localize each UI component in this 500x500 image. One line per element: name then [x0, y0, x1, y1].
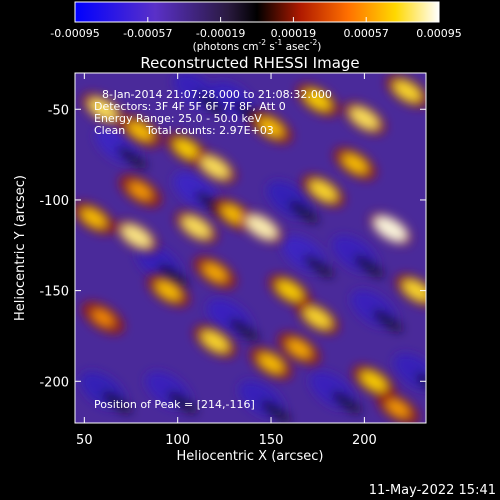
emission-core [374, 216, 407, 242]
peak-position-text: Position of Peak = [214,-116] [94, 398, 255, 411]
plot-border [74, 72, 427, 424]
dark-lane [195, 91, 226, 115]
emission-core [304, 307, 332, 329]
dark-lane [288, 200, 319, 224]
colorbar-tick-label: -0.00095 [50, 27, 99, 40]
emission-core [386, 400, 410, 417]
colorbar-tick-label: 0.00095 [416, 27, 462, 40]
y-tick-label: -200 [39, 375, 69, 390]
dark-lane [353, 254, 385, 278]
dark-lane [101, 390, 133, 414]
dark-lane [260, 399, 291, 423]
colorbar-gradient [74, 1, 440, 23]
dim-region [393, 353, 426, 392]
emission-core [182, 216, 211, 238]
annotation-block: 8-Jan-2014 21:07:28.000 to 21:08:32.000 … [94, 88, 332, 411]
dark-lane [372, 309, 403, 333]
y-tick-label: -150 [39, 285, 69, 300]
emission-core [203, 263, 227, 282]
emission-core [200, 156, 230, 179]
dark-lane [331, 390, 362, 414]
image-area [75, 73, 426, 423]
emission-core [403, 280, 426, 301]
emission-core [360, 371, 387, 392]
emission-core [258, 118, 284, 137]
emission-core [201, 331, 229, 352]
emission-core [81, 208, 106, 228]
dark-lane [116, 146, 148, 169]
clean-text: Clean [94, 124, 125, 137]
colorbar: -0.00095 -0.00057 -0.00019 0.00019 0.000… [50, 1, 462, 53]
emission-core [174, 139, 200, 160]
emission-core [128, 121, 153, 141]
dark-lane [303, 254, 334, 278]
detectors-text: Detectors: 3F 4F 5F 6F 7F 8F, Att 0 [94, 100, 286, 113]
dark-lane [157, 263, 189, 287]
dim-layer [80, 73, 426, 423]
colorbar-tick-label: 0.00057 [343, 27, 389, 40]
y-axis-label: Heliocentric Y (arcsec) [13, 175, 28, 321]
x-tick-label: 150 [259, 433, 284, 448]
y-tick-label: -50 [48, 103, 69, 118]
dark-lane [167, 390, 198, 414]
chart-title: Reconstructed RHESSI Image [140, 54, 359, 72]
bright-layer [75, 74, 426, 423]
x-tick-label: 200 [352, 433, 377, 448]
colorbar-tick-label: 0.00019 [271, 27, 317, 40]
y-tick-label: -100 [39, 194, 69, 209]
colorbar-tick-label: -0.00057 [123, 27, 172, 40]
emission-core [350, 107, 379, 130]
x-tick-label: 100 [165, 433, 190, 448]
energy-range-text: Energy Range: 25.0 - 50.0 keV [94, 112, 262, 125]
dark-lane [228, 318, 260, 342]
emission-core [258, 353, 284, 373]
emission-core [121, 224, 152, 248]
emission-core [129, 182, 152, 200]
footer-timestamp: 11-May-2022 15:41 [369, 483, 496, 498]
colorbar-tick-marks [74, 17, 440, 22]
emission-core [221, 205, 246, 224]
emission-core [276, 280, 303, 301]
emission-core [92, 309, 114, 326]
x-axis: 50 100 150 200 [76, 73, 377, 448]
colorbar-tick-label: -0.00019 [196, 27, 245, 40]
emission-core [393, 80, 421, 102]
emission-core [309, 180, 337, 202]
total-counts-text: Total counts: 2.97E+03 [145, 124, 274, 137]
dark-lane [415, 372, 426, 396]
emission-core [156, 281, 181, 300]
y-axis: -50 -100 -150 -200 [39, 103, 426, 390]
x-tick-label: 50 [76, 433, 93, 448]
emission-core [246, 215, 278, 239]
emission-core [88, 98, 118, 121]
plot-frame: 50 100 150 200 -50 -100 -150 -200 [39, 72, 427, 448]
emission-core [287, 339, 311, 358]
colorbar-units: (photons cm-2 s-1 asec-2) [193, 38, 322, 53]
x-axis-label: Heliocentric X (arcsec) [177, 449, 324, 464]
emission-core [304, 90, 331, 111]
emission-core [342, 154, 368, 174]
time-range-text: 8-Jan-2014 21:07:28.000 to 21:08:32.000 [102, 88, 332, 101]
